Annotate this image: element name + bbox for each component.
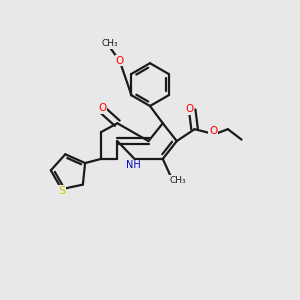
Text: CH₃: CH₃ [169, 176, 186, 185]
Text: S: S [58, 186, 65, 196]
Text: O: O [209, 126, 217, 136]
Text: CH₃: CH₃ [102, 39, 118, 48]
Text: NH: NH [126, 160, 140, 170]
Text: O: O [186, 104, 194, 114]
Text: O: O [98, 103, 106, 113]
Text: O: O [116, 56, 124, 66]
